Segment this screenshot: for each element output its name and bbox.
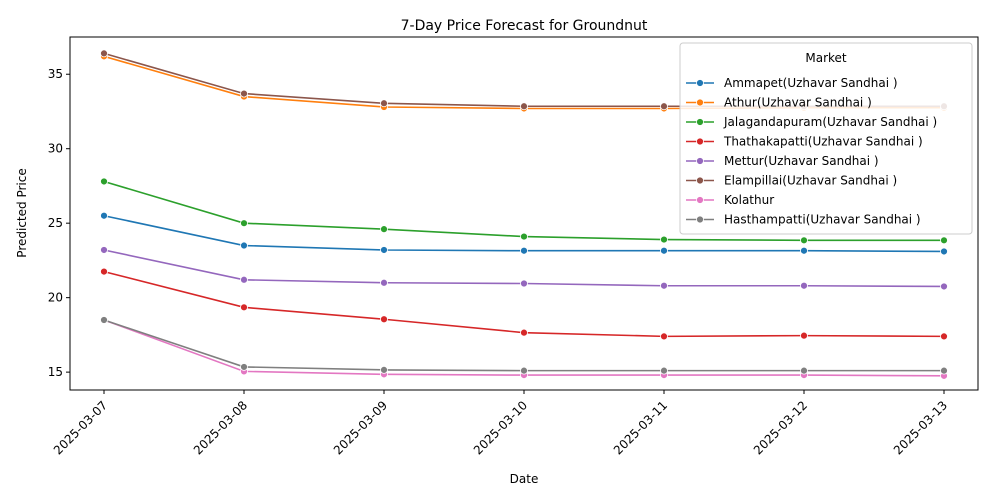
x-axis-label: Date	[510, 472, 539, 486]
data-point	[380, 365, 388, 374]
legend-marker	[696, 79, 704, 87]
y-tick-label: 20	[48, 291, 63, 305]
data-point	[800, 246, 808, 255]
x-tick-label: 2025-03-08	[191, 398, 250, 457]
y-tick-label: 35	[48, 67, 63, 81]
y-tick-label: 15	[48, 365, 63, 379]
legend-label: Ammapet(Uzhavar Sandhai )	[724, 76, 898, 90]
legend-label: Athur(Uzhavar Sandhai )	[724, 96, 872, 110]
data-point	[100, 267, 108, 276]
x-tick-label: 2025-03-10	[471, 398, 530, 457]
series-3	[100, 267, 948, 341]
series-line	[103, 319, 944, 372]
legend-item: Jalagandapuram(Uzhavar Sandhai )	[686, 115, 937, 129]
data-point	[240, 89, 248, 98]
legend-marker	[696, 196, 704, 204]
data-point	[940, 282, 948, 291]
legend-label: Kolathur	[724, 193, 774, 207]
data-point	[800, 281, 808, 290]
data-point	[940, 247, 948, 256]
data-point	[660, 366, 668, 375]
data-point	[380, 225, 388, 234]
legend-label: Mettur(Uzhavar Sandhai )	[724, 154, 879, 168]
legend-item: Hasthampatti(Uzhavar Sandhai )	[686, 213, 921, 227]
data-point	[800, 331, 808, 340]
data-point	[240, 241, 248, 250]
x-tick-label: 2025-03-12	[751, 398, 810, 457]
legend-frame	[679, 42, 973, 235]
data-point	[380, 278, 388, 287]
data-point	[240, 275, 248, 284]
data-point	[100, 177, 108, 186]
data-point	[800, 236, 808, 245]
legend-item: Elampillai(Uzhavar Sandhai )	[686, 174, 897, 188]
series-0	[100, 211, 948, 256]
legend-item: Kolathur	[686, 193, 774, 207]
data-point	[520, 366, 528, 375]
data-point	[100, 211, 108, 220]
legend-label: Elampillai(Uzhavar Sandhai )	[724, 174, 897, 188]
data-point	[660, 281, 668, 290]
x-tick-label: 2025-03-09	[331, 398, 390, 457]
chart-title: 7-Day Price Forecast for Groundnut	[401, 18, 648, 34]
data-point	[520, 246, 528, 255]
legend-marker	[696, 215, 704, 224]
series-4	[100, 246, 948, 291]
legend-item: Athur(Uzhavar Sandhai )	[686, 96, 872, 110]
data-point	[940, 236, 948, 245]
legend-label: Thathakapatti(Uzhavar Sandhai )	[723, 135, 923, 149]
data-point	[380, 315, 388, 324]
legend-marker	[696, 118, 704, 126]
data-point	[660, 102, 668, 111]
legend-label: Hasthampatti(Uzhavar Sandhai )	[724, 213, 921, 227]
x-tick-label: 2025-03-11	[611, 398, 670, 457]
x-tick-label: 2025-03-13	[891, 398, 950, 457]
x-axis: 2025-03-07 2025-03-08 2025-03-09 2025-03-10…	[51, 390, 950, 457]
data-point	[520, 102, 528, 111]
legend: Market Ammapet(Uzhavar Sandhai ) Athur(Uz…	[679, 42, 973, 235]
y-tick-label: 30	[48, 142, 63, 156]
data-point	[800, 366, 808, 375]
data-point	[240, 303, 248, 312]
data-point	[660, 332, 668, 341]
data-point	[520, 232, 528, 241]
data-point	[940, 332, 948, 341]
data-point	[520, 328, 528, 337]
legend-marker	[696, 98, 704, 107]
data-point	[240, 219, 248, 228]
legend-marker	[696, 176, 704, 185]
data-point	[100, 316, 108, 324]
legend-title: Market	[805, 51, 847, 65]
y-axis: 15 20 25 30 35	[48, 67, 70, 379]
data-point	[100, 49, 108, 58]
data-point	[940, 366, 948, 375]
legend-label: Jalagandapuram(Uzhavar Sandhai )	[723, 115, 937, 129]
data-point	[380, 246, 388, 254]
legend-item: Ammapet(Uzhavar Sandhai )	[686, 76, 898, 90]
legend-marker	[696, 137, 704, 146]
data-point	[520, 279, 528, 288]
x-tick-label: 2025-03-07	[51, 398, 110, 457]
series-7	[100, 316, 948, 375]
series-2	[100, 177, 948, 245]
legend-marker	[696, 157, 704, 165]
legend-item: Mettur(Uzhavar Sandhai )	[686, 154, 879, 168]
y-axis-label: Predicted Price	[15, 168, 29, 257]
y-tick-label: 25	[48, 216, 63, 230]
data-point	[380, 99, 388, 108]
data-point	[660, 235, 668, 244]
data-point	[660, 246, 668, 255]
data-point	[100, 246, 108, 254]
legend-item: Thathakapatti(Uzhavar Sandhai )	[686, 135, 923, 149]
data-point	[240, 363, 248, 371]
